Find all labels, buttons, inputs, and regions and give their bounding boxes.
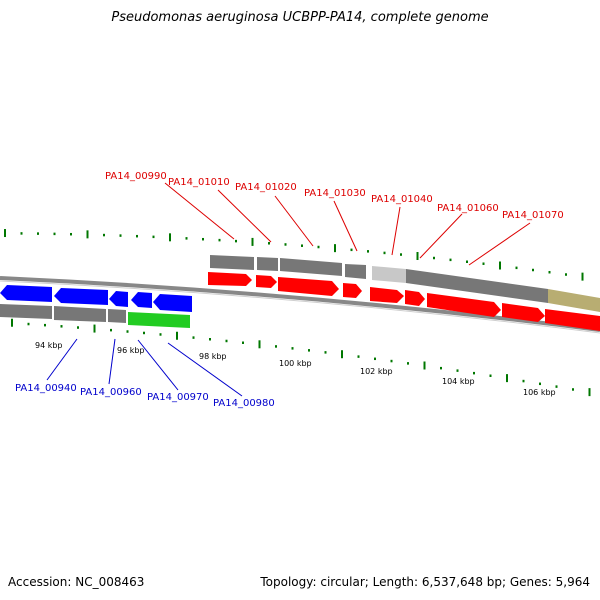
gene-label-reverse[interactable]: PA14_00970 [147,392,209,403]
gene-label-forward[interactable]: PA14_01070 [502,210,564,221]
gene-reverse-arrow[interactable] [131,292,152,308]
scale-tick-label: 100 kbp [279,359,312,368]
gene-grey-upper[interactable] [280,258,342,276]
label-leaders [46,182,531,397]
leader-line [333,200,358,252]
scale-tick-labels: 94 kbp 96 kbp 98 kbp 100 kbp 102 kbp 104… [35,341,556,397]
gene-highlight-lower[interactable] [128,312,190,328]
gene-label-forward[interactable]: PA14_01040 [371,194,433,205]
genome-backbone [0,276,600,332]
gene-label-forward[interactable]: PA14_01020 [235,182,297,193]
scale-tick-label: 104 kbp [442,377,475,386]
gene-label-forward[interactable]: PA14_01010 [168,177,230,188]
gene-grey-upper[interactable] [257,257,278,271]
gene-reverse-arrow[interactable] [0,285,52,302]
leader-line [46,338,78,381]
topology-info: Topology: circular; Length: 6,537,648 bp… [260,575,590,589]
gene-label-forward[interactable]: PA14_01030 [304,188,366,199]
scale-tick-label: 94 kbp [35,341,63,350]
gene-tan-upper[interactable] [548,289,600,312]
leader-line [137,339,179,391]
gene-forward-arrow[interactable] [405,290,425,306]
scale-tick-label: 98 kbp [199,352,227,361]
gene-label-forward[interactable]: PA14_00990 [105,171,167,182]
gene-grey-upper[interactable] [210,255,254,270]
map-title: Pseudomonas aeruginosa UCBPP-PA14, compl… [111,10,489,25]
reverse-gene-labels: PA14_00940 PA14_00960 PA14_00970 PA14_00… [15,383,275,409]
gene-forward-arrow[interactable] [545,309,600,331]
scale-ticks [4,229,591,397]
backbone [0,276,600,334]
gene-forward-arrow[interactable] [278,277,339,296]
leader-line [274,195,314,247]
leader-line [419,213,463,259]
gene-grey-lower[interactable] [108,309,126,323]
gene-label-reverse[interactable]: PA14_00940 [15,383,77,394]
gene-forward-arrow[interactable] [502,303,545,322]
gene-reverse-arrow[interactable] [153,294,192,312]
gene-grey-upper[interactable] [406,269,548,303]
accession-info: Accession: NC_008463 [8,575,145,589]
gene-grey-lower[interactable] [54,306,106,322]
gene-label-reverse[interactable]: PA14_00960 [80,387,142,398]
genome-backbone-shine [0,280,600,334]
scale-tick-label: 96 kbp [117,346,145,355]
gene-reverse-arrow[interactable] [109,291,128,307]
scale-tick-label: 106 kbp [523,388,556,397]
gene-grey-upper[interactable] [345,264,366,279]
leader-line [164,182,235,240]
gene-label-reverse[interactable]: PA14_00980 [213,398,275,409]
gene-forward-arrow[interactable] [427,293,501,317]
leader-line [108,338,116,385]
leader-line [391,206,401,256]
gene-forward-arrow[interactable] [208,272,252,286]
leader-line [217,189,272,243]
gene-forward-arrow[interactable] [370,287,404,303]
gene-grey-lower[interactable] [0,304,52,319]
gene-label-forward[interactable]: PA14_01060 [437,203,499,214]
gene-track [0,255,600,331]
gene-forward-arrow[interactable] [343,283,362,298]
leader-line [468,222,531,266]
scale-tick-label: 102 kbp [360,367,393,376]
gene-light-upper[interactable] [372,266,406,283]
leader-line [167,342,243,397]
gene-reverse-arrow[interactable] [54,288,108,305]
forward-gene-labels: PA14_00990 PA14_01010 PA14_01020 PA14_01… [105,171,564,221]
gene-forward-arrow[interactable] [256,275,277,288]
